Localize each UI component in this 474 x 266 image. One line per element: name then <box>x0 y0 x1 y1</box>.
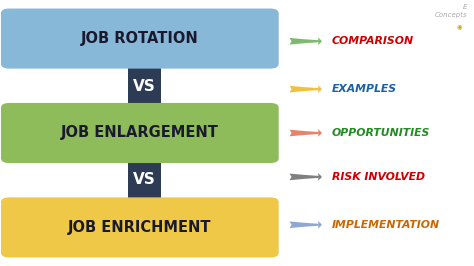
Text: ◉: ◉ <box>456 24 462 29</box>
Text: COMPARISON: COMPARISON <box>332 36 414 46</box>
Text: EXAMPLES: EXAMPLES <box>332 84 397 94</box>
Text: E
Concepts: E Concepts <box>434 4 467 18</box>
Text: OPPORTUNITIES: OPPORTUNITIES <box>332 128 430 138</box>
FancyBboxPatch shape <box>1 103 279 163</box>
FancyBboxPatch shape <box>1 9 279 69</box>
Text: VS: VS <box>133 172 156 187</box>
Text: JOB ROTATION: JOB ROTATION <box>81 31 199 46</box>
Text: JOB ENLARGEMENT: JOB ENLARGEMENT <box>61 126 219 140</box>
Text: VS: VS <box>133 79 156 94</box>
Text: JOB ENRICHMENT: JOB ENRICHMENT <box>68 220 211 235</box>
Bar <box>128 11 161 255</box>
Text: RISK INVOLVED: RISK INVOLVED <box>332 172 425 182</box>
FancyBboxPatch shape <box>1 197 279 257</box>
Text: IMPLEMENTATION: IMPLEMENTATION <box>332 220 440 230</box>
